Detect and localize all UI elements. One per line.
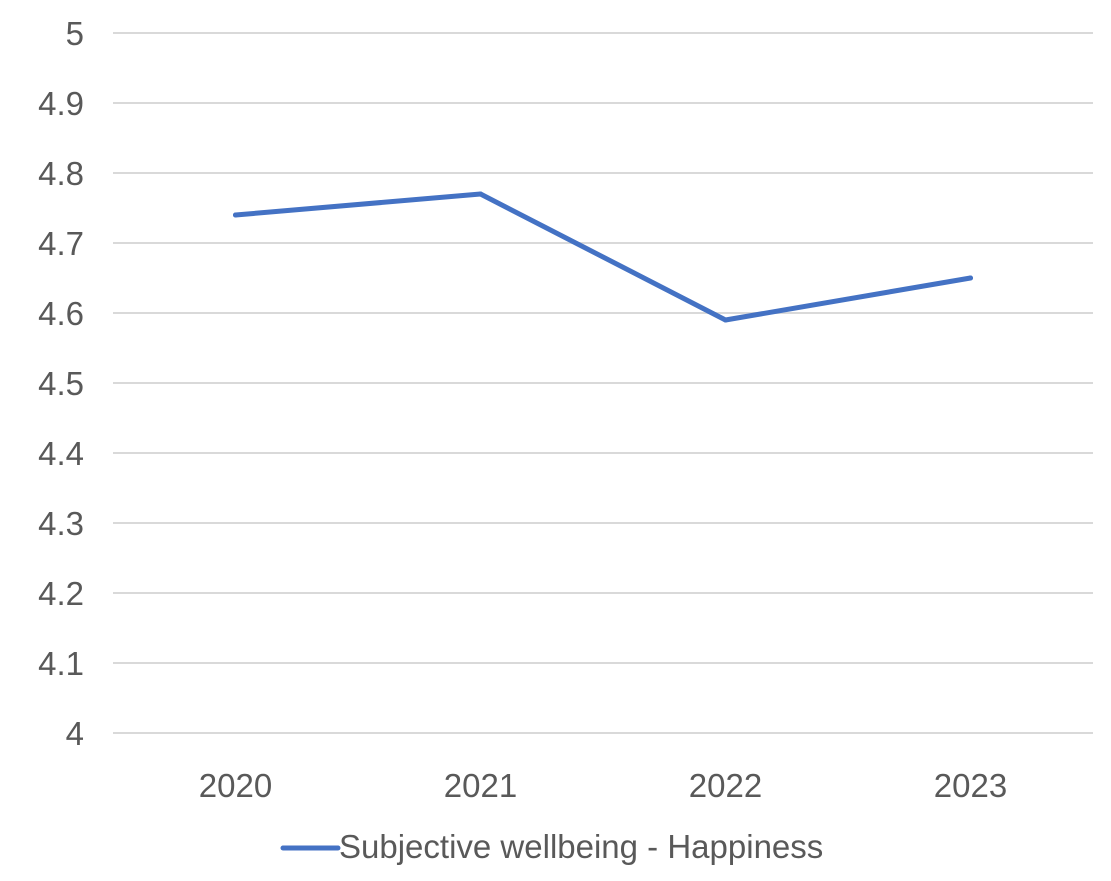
y-tick-label: 4.5 bbox=[38, 365, 84, 402]
gridlines bbox=[113, 32, 1093, 734]
series-line bbox=[233, 191, 973, 323]
x-tick-label: 2021 bbox=[444, 767, 517, 804]
y-tick-label: 4.1 bbox=[38, 645, 84, 682]
data-point bbox=[478, 191, 483, 197]
y-tick-label: 4.8 bbox=[38, 155, 84, 192]
series-lines bbox=[233, 191, 973, 323]
x-tick-label: 2020 bbox=[199, 767, 272, 804]
y-tick-label: 4.9 bbox=[38, 85, 84, 122]
legend-label: Subjective wellbeing - Happiness bbox=[339, 828, 823, 865]
y-axis-tick-labels: 4 4.1 4.2 4.3 4.4 4.5 4.6 4.7 4.8 4.9 5 bbox=[38, 15, 84, 752]
data-point bbox=[723, 317, 728, 323]
y-tick-label: 5 bbox=[66, 15, 84, 52]
y-tick-label: 4.3 bbox=[38, 505, 84, 542]
x-tick-label: 2023 bbox=[934, 767, 1007, 804]
y-tick-label: 4.7 bbox=[38, 225, 84, 262]
x-axis-tick-labels: 2020 2021 2022 2023 bbox=[199, 767, 1007, 804]
y-tick-label: 4 bbox=[66, 715, 84, 752]
y-tick-label: 4.2 bbox=[38, 575, 84, 612]
x-tick-label: 2022 bbox=[689, 767, 762, 804]
legend: Subjective wellbeing - Happiness bbox=[280, 828, 823, 865]
data-point bbox=[233, 212, 238, 218]
data-point bbox=[968, 275, 973, 281]
y-tick-label: 4.4 bbox=[38, 435, 84, 472]
y-tick-label: 4.6 bbox=[38, 295, 84, 332]
